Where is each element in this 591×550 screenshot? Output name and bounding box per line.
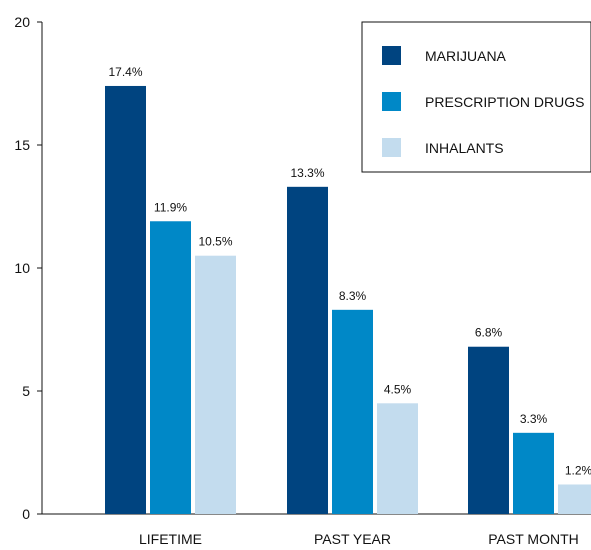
y-tick-label: 15 [14, 137, 30, 153]
x-tick-label: PAST MONTH [488, 531, 579, 547]
y-tick-label: 0 [22, 506, 30, 522]
bar [150, 221, 191, 514]
bar [377, 403, 418, 514]
data-label: 6.8% [475, 326, 503, 340]
bars: 17.4% 11.9% 10.5% LIFETIME 13.3% 8.3% 4.5% PAST… [105, 65, 591, 547]
legend-label: MARIJUANA [425, 48, 507, 64]
bar [332, 309, 373, 514]
x-tick-label: LIFETIME [139, 531, 202, 547]
data-label: 8.3% [339, 289, 367, 303]
y-tick-label: 20 [14, 14, 30, 30]
data-label: 3.3% [520, 412, 548, 426]
bar [558, 484, 591, 514]
data-label: 10.5% [198, 235, 232, 249]
bar [513, 432, 554, 514]
legend-label: PRESCRIPTION DRUGS [425, 94, 584, 110]
data-label: 11.9% [154, 200, 187, 214]
bar [195, 255, 236, 514]
bar [468, 346, 509, 514]
bar [105, 85, 146, 515]
data-label: 1.2% [565, 463, 591, 477]
data-label: 17.4% [108, 65, 142, 79]
data-label: 4.5% [384, 382, 412, 396]
bar [287, 186, 328, 514]
x-tick-label: PAST YEAR [314, 531, 391, 547]
legend-swatch [382, 92, 401, 111]
y-tick-label: 10 [14, 260, 30, 276]
legend: MARIJUANA PRESCRIPTION DRUGS INHALANTS [361, 21, 591, 173]
legend-swatch [382, 138, 401, 157]
legend-label: INHALANTS [425, 140, 504, 156]
y-tick-label: 5 [22, 383, 30, 399]
data-label: 13.3% [290, 166, 324, 180]
legend-swatch [382, 46, 401, 65]
